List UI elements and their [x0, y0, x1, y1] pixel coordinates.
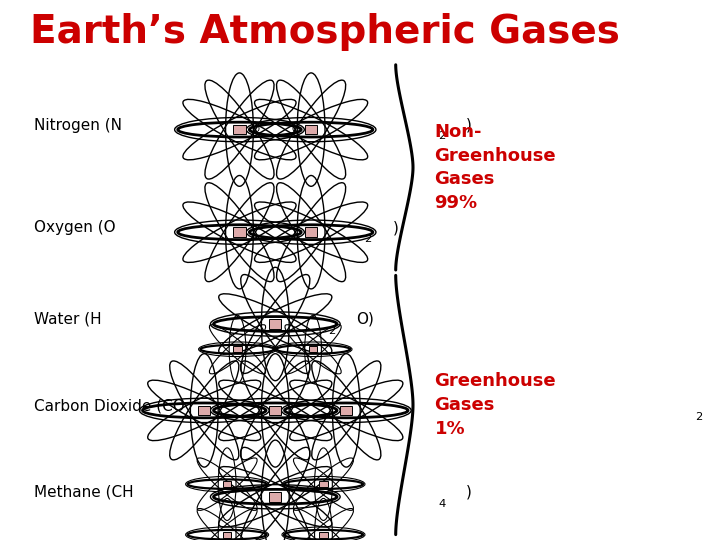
- Text: O): O): [356, 312, 374, 327]
- Text: ): ): [466, 485, 472, 500]
- FancyBboxPatch shape: [309, 346, 318, 353]
- Text: ): ): [392, 220, 398, 235]
- Text: Methane (CH: Methane (CH: [35, 485, 134, 500]
- FancyBboxPatch shape: [198, 406, 210, 415]
- Text: O: O: [292, 125, 299, 134]
- FancyBboxPatch shape: [223, 531, 231, 538]
- FancyBboxPatch shape: [223, 481, 231, 488]
- FancyBboxPatch shape: [305, 125, 318, 134]
- FancyBboxPatch shape: [305, 227, 318, 237]
- Text: ): ): [466, 118, 472, 133]
- FancyBboxPatch shape: [340, 406, 352, 415]
- Text: 2: 2: [438, 131, 445, 141]
- Text: Oxygen (O: Oxygen (O: [35, 220, 116, 235]
- Text: 2: 2: [695, 412, 702, 422]
- Text: Water (H: Water (H: [35, 312, 102, 327]
- Text: Non-
Greenhouse
Gases
99%: Non- Greenhouse Gases 99%: [435, 123, 557, 212]
- Text: Earth’s Atmospheric Gases: Earth’s Atmospheric Gases: [30, 14, 620, 51]
- FancyBboxPatch shape: [320, 531, 328, 538]
- FancyBboxPatch shape: [233, 125, 246, 134]
- FancyBboxPatch shape: [269, 406, 282, 415]
- Text: 2: 2: [328, 326, 335, 336]
- Text: Greenhouse
Gases
1%: Greenhouse Gases 1%: [435, 373, 557, 437]
- Text: Carbon Dioxide (CO: Carbon Dioxide (CO: [35, 399, 185, 414]
- Text: O: O: [252, 125, 259, 134]
- Text: Nitrogen (N: Nitrogen (N: [35, 118, 122, 133]
- FancyBboxPatch shape: [233, 227, 246, 237]
- FancyBboxPatch shape: [233, 346, 242, 353]
- Text: 4: 4: [438, 498, 445, 509]
- FancyBboxPatch shape: [269, 319, 282, 329]
- FancyBboxPatch shape: [320, 481, 328, 488]
- Text: 2: 2: [364, 234, 372, 244]
- FancyBboxPatch shape: [269, 492, 282, 502]
